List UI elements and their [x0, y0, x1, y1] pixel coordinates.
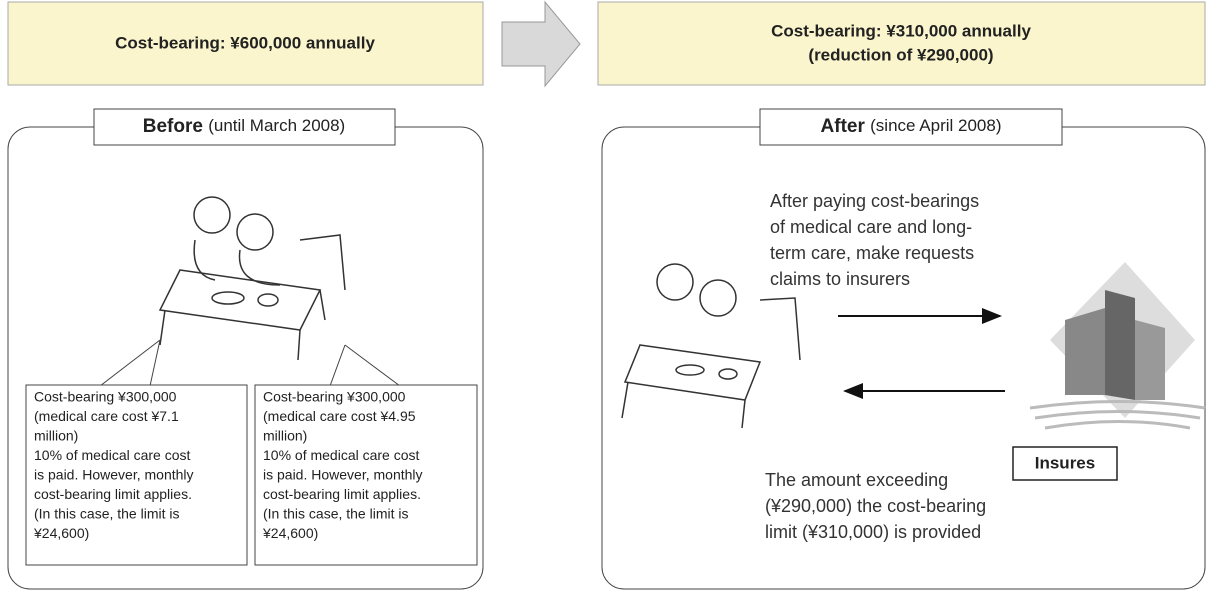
header-box [598, 2, 1205, 85]
callout-line: is paid. However, monthly [34, 467, 194, 483]
building-icon [1030, 262, 1205, 428]
callout-line: million) [263, 428, 307, 444]
page: Cost-bearing: ¥600,000 annually Cost-bea… [0, 0, 1213, 591]
callout-line: (medical care cost ¥4.95 [263, 408, 416, 424]
diagram: Cost-bearing: ¥600,000 annually Cost-bea… [0, 0, 1213, 591]
flow-arrow [502, 2, 580, 86]
callout-line: ¥24,600) [262, 525, 318, 541]
callout-pointer [330, 345, 400, 386]
panel-label: Before [143, 116, 203, 137]
request-line: of medical care and long- [770, 217, 972, 237]
insurer-label: Insures [1035, 453, 1095, 472]
request-line: term care, make requests [770, 243, 974, 263]
callout-line: (In this case, the limit is [34, 506, 180, 522]
header-text: Cost-bearing: ¥310,000 annually [771, 21, 1031, 40]
people-illustration [160, 197, 345, 360]
callout-line: cost-bearing limit applies. [34, 486, 192, 502]
provided-line: limit (¥310,000) is provided [765, 522, 981, 542]
panel-title: After (since April 2008) [821, 116, 1002, 137]
callout-line: (In this case, the limit is [263, 506, 409, 522]
callout-line: cost-bearing limit applies. [263, 486, 421, 502]
request-line: After paying cost-bearings [770, 191, 979, 211]
callout-line: is paid. However, monthly [263, 467, 423, 483]
header-text: Cost-bearing: ¥600,000 annually [115, 33, 375, 52]
provided-line: (¥290,000) the cost-bearing [765, 496, 986, 516]
callout-line: (medical care cost ¥7.1 [34, 408, 179, 424]
panel-title: Before (until March 2008) [143, 116, 345, 137]
panel-period: (since April 2008) [870, 116, 1001, 135]
panel-label: After [821, 116, 866, 137]
callout-line: Cost-bearing ¥300,000 [34, 389, 177, 405]
panel-period: (until March 2008) [208, 116, 345, 135]
request-line: claims to insurers [770, 269, 910, 289]
provided-line: The amount exceeding [765, 470, 948, 490]
callout-line: million) [34, 428, 78, 444]
callout-line: 10% of medical care cost [263, 447, 420, 463]
header-text: (reduction of ¥290,000) [808, 45, 993, 64]
callout-line: ¥24,600) [33, 525, 89, 541]
callout-line: Cost-bearing ¥300,000 [263, 389, 406, 405]
callout-pointer [100, 340, 160, 386]
callout-line: 10% of medical care cost [34, 447, 191, 463]
